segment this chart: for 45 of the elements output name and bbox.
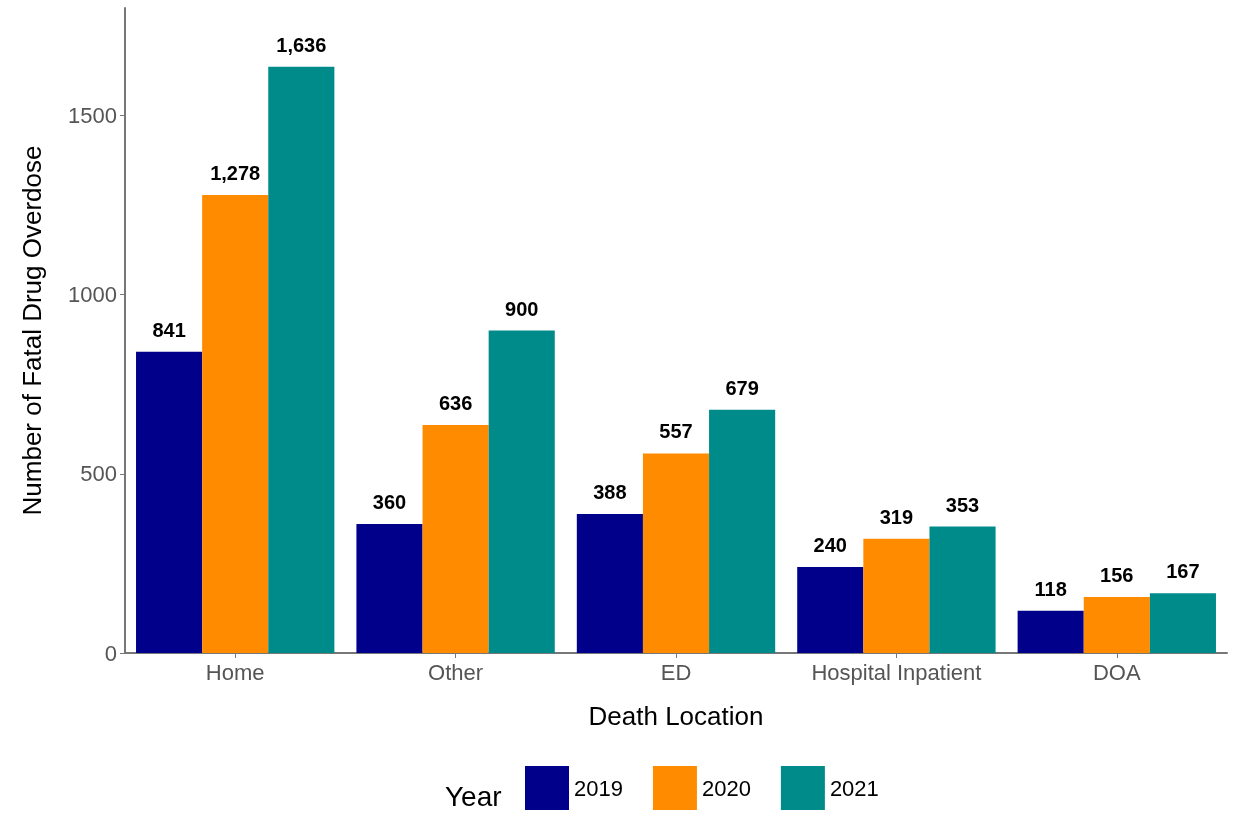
data-label: 240 (813, 534, 847, 556)
data-label: 388 (593, 480, 627, 503)
bar (929, 526, 996, 653)
bar (797, 567, 864, 653)
data-label: 353 (945, 493, 980, 516)
x-axis-title: Death Location (588, 701, 764, 731)
data-label: 1,636 (276, 33, 327, 56)
bar (268, 66, 335, 653)
x-tick-label: Other (428, 659, 484, 685)
bar (1149, 593, 1216, 653)
bar (1017, 610, 1084, 653)
bar (1083, 597, 1150, 653)
x-tick-label: Hospital Inpatient (811, 659, 982, 685)
data-label: 636 (438, 392, 473, 415)
data-label: 167 (1166, 560, 1200, 583)
bar (422, 425, 489, 653)
data-label: 841 (152, 318, 186, 341)
legend-label: 2020 (701, 775, 751, 801)
legend-title: Year (445, 780, 502, 812)
bar (488, 330, 555, 653)
bar (356, 524, 423, 653)
data-label: 900 (505, 297, 539, 320)
bar (136, 351, 203, 653)
data-label: 319 (879, 505, 914, 528)
y-tick-label: 500 (80, 461, 117, 487)
x-tick-label: Home (205, 659, 265, 685)
y-tick-label: 0 (104, 640, 117, 666)
data-label: 1,278 (210, 162, 261, 185)
bar (202, 195, 269, 653)
x-tick-label: DOA (1092, 659, 1141, 685)
data-label: 679 (725, 376, 759, 399)
y-tick-label: 1500 (68, 103, 117, 128)
bar (863, 538, 930, 653)
data-label: 557 (659, 420, 693, 443)
legend-label: 2019 (574, 775, 623, 801)
data-label: 118 (1034, 577, 1067, 600)
y-tick-label: 1000 (68, 282, 117, 308)
bar (642, 453, 710, 653)
data-label: 156 (1100, 564, 1134, 587)
x-tick-label: ED (660, 659, 692, 685)
bar (709, 409, 776, 653)
legend-label: 2021 (829, 775, 879, 801)
bar (576, 513, 643, 653)
y-axis-title: Number of Fatal Drug Overdose (17, 145, 47, 516)
data-label: 360 (372, 491, 407, 513)
